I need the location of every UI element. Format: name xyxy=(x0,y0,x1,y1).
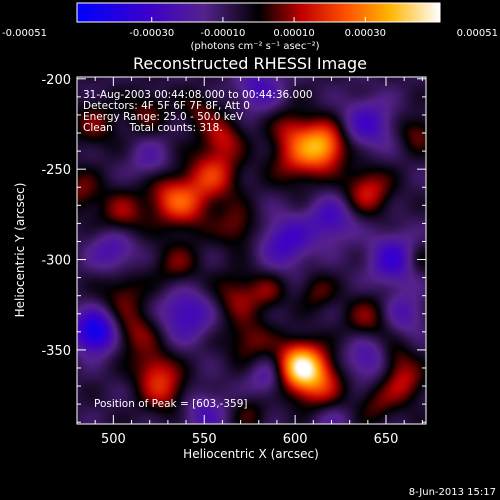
annotation-clean-counts: Clean Total counts: 318. xyxy=(83,122,223,134)
x-axis-label: Heliocentric X (arcsec) xyxy=(183,447,319,461)
y-tick-label: -200 xyxy=(41,73,71,88)
footer-date: 8-Jun-2013 15:17 xyxy=(409,487,496,498)
colorbar-ticks: -0.00051 -0.00030 -0.00010 0.00010 0.00030 0.… xyxy=(2,17,498,39)
peak-position-label: Position of Peak = [603,-359] xyxy=(94,398,248,410)
x-tick-label: 500 xyxy=(101,432,126,447)
annotation-time-range: 31-Aug-2003 00:44:08.000 to 00:44:36.000 xyxy=(83,89,313,101)
heatmap-image xyxy=(77,77,426,424)
colorbar-tick-label: -0.00010 xyxy=(200,28,245,39)
chart-title: Reconstructed RHESSI Image xyxy=(133,54,367,73)
colorbar-units-label: (photons cm⁻² s⁻¹ asec⁻²) xyxy=(190,41,319,52)
annotation-energy-range: Energy Range: 25.0 - 50.0 keV xyxy=(83,111,244,123)
x-tick-label: 650 xyxy=(374,432,399,447)
colorbar xyxy=(76,2,441,23)
annotation-block: 31-Aug-2003 00:44:08.000 to 00:44:36.000… xyxy=(83,89,313,134)
plot-frame xyxy=(76,76,427,425)
y-tick-label: -350 xyxy=(41,344,71,359)
colorbar-tick-label: 0.00051 xyxy=(457,28,498,39)
x-tick-label: 550 xyxy=(192,432,217,447)
annotation-detectors: Detectors: 4F 5F 6F 7F 8F, Att 0 xyxy=(83,100,250,112)
colorbar-tick-label: -0.00051 xyxy=(2,28,47,39)
y-tick-label: -300 xyxy=(41,254,71,269)
x-tick-label: 600 xyxy=(283,432,308,447)
y-tick-label: -250 xyxy=(41,163,71,178)
y-axis-label: Heliocentric Y (arcsec) xyxy=(13,183,27,318)
colorbar-tick-label: 0.00010 xyxy=(273,28,314,39)
y-axis-ticks: -200 -250 -300 -350 xyxy=(41,73,426,423)
colorbar-tick-label: -0.00030 xyxy=(129,28,174,39)
x-axis-ticks: 500 550 600 650 xyxy=(76,77,423,447)
colorbar-tick-label: 0.00030 xyxy=(345,28,386,39)
